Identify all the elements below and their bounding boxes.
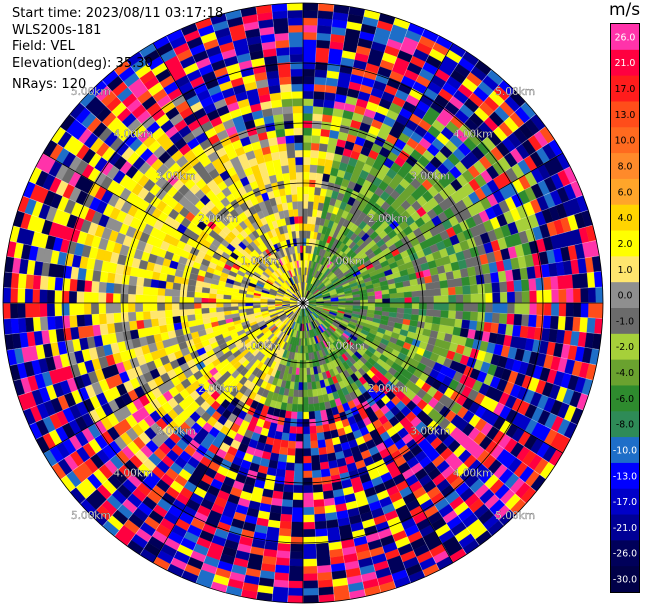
range-ring-label: 3.00km bbox=[410, 425, 450, 437]
colorbar-bin bbox=[611, 101, 639, 128]
colorbar-tick-label: 8.0 bbox=[618, 161, 633, 172]
range-ring-label: 2.00km bbox=[198, 383, 238, 395]
colorbar-tick-label: -2.0 bbox=[616, 342, 634, 353]
colorbar-bin bbox=[611, 178, 639, 206]
colorbar-tick-label: 0.0 bbox=[618, 290, 633, 301]
range-ring-label: 3.00km bbox=[410, 171, 450, 183]
colorbar-bin bbox=[611, 566, 639, 592]
range-ring-label: 4.00km bbox=[453, 468, 493, 480]
range-ring-label: 3.00km bbox=[156, 425, 196, 437]
azimuth-spoke bbox=[302, 302, 564, 454]
colorbar-tick-label: 2.0 bbox=[618, 239, 633, 250]
colorbar-bin bbox=[611, 256, 639, 283]
colorbar-bin bbox=[611, 24, 639, 51]
range-ring-label: 4.00km bbox=[453, 128, 493, 140]
colorbar-tick-label: 26.0 bbox=[615, 32, 636, 43]
range-ring-label: 5.00km bbox=[495, 86, 535, 98]
colorbar-tick-label: 1.0 bbox=[618, 265, 633, 276]
colorbar-bin bbox=[611, 153, 639, 180]
range-ring-label: 5.00km bbox=[495, 510, 535, 522]
range-ring-label: 5.00km bbox=[71, 510, 111, 522]
range-ring-label: 1.00km bbox=[241, 256, 281, 268]
velocity-gates bbox=[278, 157, 471, 400]
colorbar-bin bbox=[611, 204, 639, 232]
colorbar-bin bbox=[611, 75, 639, 102]
colorbar-bin bbox=[611, 49, 639, 77]
colorbar-tick-label: -26.0 bbox=[613, 549, 637, 560]
colorbar-tick-label: -13.0 bbox=[613, 471, 637, 482]
start-time-text: Start time: 2023/08/11 03:17:18 bbox=[12, 6, 224, 21]
range-ring-label: 1.00km bbox=[326, 340, 366, 352]
range-ring-label: 2.00km bbox=[368, 213, 408, 225]
colorbar-tick-label: -17.0 bbox=[613, 497, 637, 508]
colorbar-bin bbox=[611, 359, 639, 386]
colorbar-tick-label: -21.0 bbox=[613, 523, 637, 534]
range-ring-label: 1.00km bbox=[241, 340, 281, 352]
colorbar-bin bbox=[611, 308, 639, 335]
colorbar-tick-label: -4.0 bbox=[616, 368, 634, 379]
colorbar-bin bbox=[611, 540, 639, 567]
colorbar-tick-label: -8.0 bbox=[616, 419, 634, 430]
field-text: Field: VEL bbox=[12, 39, 75, 54]
colorbar-bin bbox=[611, 385, 639, 412]
range-ring-label: 4.00km bbox=[113, 468, 153, 480]
colorbar-tick-label: 10.0 bbox=[615, 135, 636, 146]
colorbar-tick-label: 13.0 bbox=[615, 110, 636, 121]
colorbar-unit: m/s bbox=[609, 0, 641, 20]
colorbar-bin bbox=[611, 127, 639, 154]
radar-ppi-plot: 1.00km 1.00km 1.00km 1.00km 2.00km 2.00km 2.00… bbox=[2, 2, 604, 604]
range-ring-label: 2.00km bbox=[198, 213, 238, 225]
azimuth-spoke bbox=[152, 42, 304, 304]
colorbar-tick-label: -1.0 bbox=[616, 316, 634, 327]
range-ring-label: 2.00km bbox=[368, 383, 408, 395]
range-ring-label: 4.00km bbox=[113, 128, 153, 140]
colorbar-tick-label: -10.0 bbox=[613, 445, 637, 456]
range-ring-label: 5.00km bbox=[71, 86, 111, 98]
azimuth-spoke bbox=[302, 42, 454, 304]
colorbar-tick-label: -6.0 bbox=[616, 394, 634, 405]
azimuth-spoke bbox=[302, 152, 564, 304]
colorbar-tick-label: 6.0 bbox=[618, 187, 633, 198]
station-text: WLS200s-181 bbox=[12, 22, 102, 38]
colorbar-tick-label: -30.0 bbox=[613, 574, 637, 585]
colorbar-bin bbox=[611, 411, 639, 438]
colorbar-bin bbox=[611, 333, 639, 361]
azimuth-spoke bbox=[302, 302, 454, 564]
colorbar-bin bbox=[611, 462, 639, 490]
elevation-text: Elevation(deg): 35.30 bbox=[12, 55, 153, 71]
scan-info-panel: Start time: 2023/08/11 03:17:18 WLS200s-… bbox=[12, 6, 223, 94]
range-ring-label: 3.00km bbox=[156, 171, 196, 183]
colorbar-bin bbox=[611, 437, 639, 464]
velocity-colorbar: 26.0 21.0 17.0 13.0 10.0 8.0 6.0 4.0 2.0 1.0 0.0 -1… bbox=[610, 23, 640, 593]
colorbar-tick-label: 4.0 bbox=[618, 213, 633, 224]
azimuth-spoke bbox=[152, 302, 304, 564]
nrays-text: NRays: 120 bbox=[12, 77, 87, 92]
azimuth-spoke bbox=[42, 152, 304, 304]
colorbar-bin bbox=[611, 488, 639, 516]
colorbar-tick-label: 17.0 bbox=[615, 84, 636, 95]
colorbar-bin bbox=[611, 514, 639, 541]
colorbar-bin bbox=[611, 230, 639, 257]
azimuth-spoke bbox=[42, 302, 304, 454]
colorbar-tick-label: 21.0 bbox=[615, 58, 636, 69]
range-ring-label: 1.00km bbox=[326, 256, 366, 268]
colorbar-bin bbox=[611, 282, 639, 309]
